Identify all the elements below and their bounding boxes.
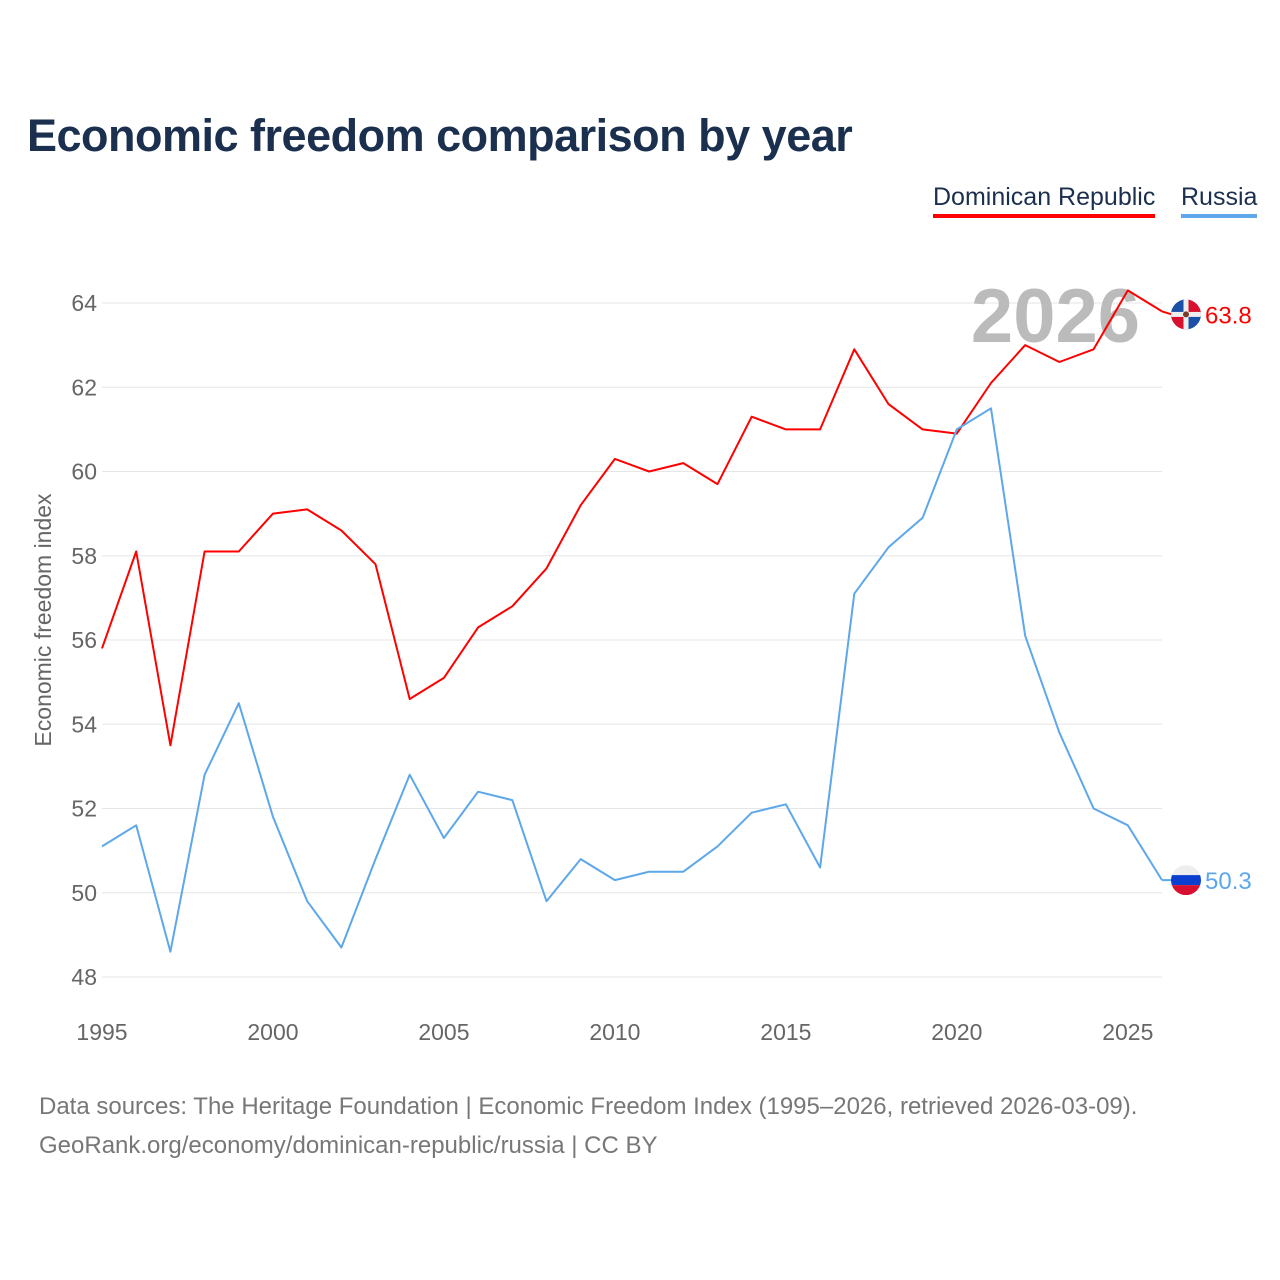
y-tick-label: 64 xyxy=(71,290,97,316)
series-line-dominican-republic[interactable] xyxy=(101,289,1163,747)
y-tick-label: 52 xyxy=(71,796,97,822)
russia-flag-icon xyxy=(1171,865,1201,896)
year-watermark: 2026 xyxy=(971,274,1140,359)
x-tick-label: 2000 xyxy=(247,1019,298,1045)
x-tick-label: 2010 xyxy=(589,1019,640,1045)
chart-title: Economic freedom comparison by year xyxy=(27,110,853,161)
y-axis-label: Economic freedom index xyxy=(30,493,56,747)
end-value-label: 50.3 xyxy=(1205,868,1252,895)
legend-dominican-republic[interactable]: Dominican Republic xyxy=(933,183,1156,218)
legend-russia[interactable]: Russia xyxy=(1181,183,1258,218)
end-connector xyxy=(1161,310,1173,316)
y-tick-label: 58 xyxy=(71,543,97,569)
dominican-republic-flag-icon xyxy=(1171,299,1201,330)
y-tick-label: 50 xyxy=(71,880,97,906)
series-line-russia[interactable] xyxy=(101,407,1163,953)
x-tick-label: 2020 xyxy=(931,1019,982,1045)
source-line-1: Data sources: The Heritage Foundation | … xyxy=(39,1093,1138,1120)
source-line-2: GeoRank.org/economy/dominican-republic/r… xyxy=(39,1132,658,1159)
x-tick-label: 1995 xyxy=(76,1019,127,1045)
y-tick-label: 48 xyxy=(71,964,97,990)
x-tick-label: 2025 xyxy=(1102,1019,1153,1045)
y-tick-label: 62 xyxy=(71,374,97,400)
y-tick-label: 54 xyxy=(71,711,97,737)
x-tick-label: 2005 xyxy=(418,1019,469,1045)
y-tick-label: 56 xyxy=(71,627,97,653)
x-tick-label: 2015 xyxy=(760,1019,811,1045)
end-value-label: 63.8 xyxy=(1205,302,1252,329)
source-note: Data sources: The Heritage Foundation | … xyxy=(39,1087,1137,1165)
y-tick-label: 60 xyxy=(71,459,97,485)
